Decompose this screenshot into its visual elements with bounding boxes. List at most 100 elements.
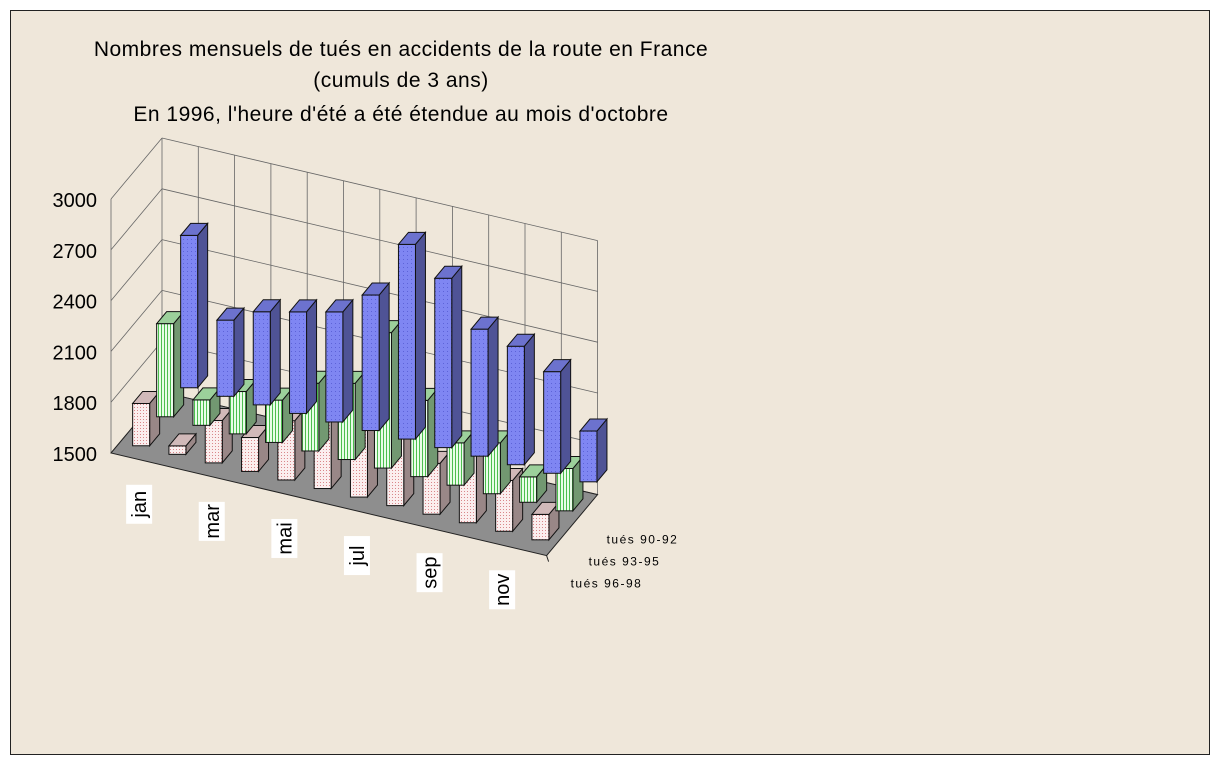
bar-side-face <box>451 264 463 450</box>
bar-s2-fev <box>167 432 198 456</box>
bar-front-face <box>579 430 598 483</box>
bar-front-face <box>204 420 223 464</box>
bar-s0-avr <box>288 298 318 415</box>
bar-s0-fev <box>215 306 246 398</box>
bar-front-face <box>289 311 308 414</box>
y-tick-label-1: 1800 <box>53 393 98 415</box>
y-tick-label-4: 2700 <box>53 241 98 263</box>
bar-top-face <box>252 299 282 313</box>
bar-s0-nov <box>542 358 572 475</box>
series-label-2: tués 96-98 <box>571 577 643 591</box>
bar-s2-jan <box>131 390 161 448</box>
bar-front-face <box>132 402 151 447</box>
x-tick-label-text: nov <box>492 574 514 606</box>
y-tick-label-5: 3000 <box>53 190 98 212</box>
x-tick-label-mar: mar <box>198 501 225 541</box>
bar-top-face <box>215 307 246 321</box>
x-tick-label-text: sep <box>420 557 442 589</box>
chart-title-line-3: En 1996, l'heure d'été a été étendue au … <box>133 103 669 126</box>
x-tick-label-bg <box>489 570 516 610</box>
bar-front-face <box>192 399 211 426</box>
floor-edge-tick <box>546 555 550 562</box>
bar-s0-jun <box>361 281 391 432</box>
bar-side-face <box>414 230 426 441</box>
x-tick-label-bg <box>343 536 370 576</box>
chart-title-line-1: Nombres mensuels de tués en accidents de… <box>93 38 709 61</box>
bar-top-face <box>469 316 500 330</box>
bar-front-face <box>397 243 416 440</box>
bar-side-face <box>523 332 535 467</box>
bar-front-face <box>325 311 344 423</box>
chart-plot: 1500 1800 2100 2400 2700 3000 jan mar mai jul sep n… <box>53 137 679 610</box>
bar-top-face <box>542 359 572 373</box>
bar-top-face <box>361 282 391 296</box>
bar-front-face <box>252 311 271 406</box>
x-tick-label-text: jan <box>129 491 151 519</box>
gridline-side-2 <box>110 290 163 352</box>
bar-front-face <box>434 277 453 449</box>
x-tick-label-bg <box>198 501 225 541</box>
bar-s0-oct <box>506 332 536 467</box>
bar-side-face <box>269 298 281 407</box>
bar-top-face <box>397 231 427 245</box>
bar-front-face <box>216 319 235 397</box>
bar-s0-dec <box>578 417 609 484</box>
series-label-1: tués 93-95 <box>589 555 661 569</box>
x-tick-label-jan: jan <box>126 484 153 524</box>
series-label-0: tués 90-92 <box>607 533 679 547</box>
bar-top-face <box>578 418 609 432</box>
x-tick-label-sep: sep <box>416 553 443 593</box>
x-tick-label-bg <box>126 484 153 524</box>
x-tick-label-text: mai <box>274 522 296 554</box>
x-tick-label-jul: jul <box>343 536 370 576</box>
y-tick-label-0: 1500 <box>53 444 98 466</box>
bar-front-face <box>506 345 525 466</box>
bar-top-face <box>288 299 318 313</box>
bar-front-face <box>470 328 489 457</box>
bar-front-face <box>446 442 465 486</box>
bar-front-face <box>361 294 380 432</box>
bar-side-face <box>233 306 245 398</box>
bar-s2-dec <box>530 501 561 542</box>
bar-top-face <box>167 433 198 447</box>
bar-front-face <box>228 391 247 435</box>
gridline-side-4 <box>110 188 163 251</box>
bar-side-face <box>487 315 499 458</box>
bar-front-face <box>265 399 284 443</box>
y-tick-label-3: 2400 <box>53 292 98 314</box>
bar-side-face <box>342 298 354 424</box>
bar-front-face <box>156 323 175 418</box>
x-tick-label-bg <box>416 553 443 593</box>
bar-s1-jan <box>155 310 185 419</box>
x-tick-label-text: mar <box>202 504 224 539</box>
bar-top-face <box>506 333 536 347</box>
gridline-side-1 <box>110 340 163 403</box>
bar-s0-jul <box>397 230 427 441</box>
bar-side-face <box>197 221 209 390</box>
bar-front-face <box>543 371 562 474</box>
bars-layer <box>131 221 609 542</box>
chart-title-line-2: (cumuls de 3 ans) <box>313 69 489 92</box>
bar-s1-nov <box>518 463 548 504</box>
y-tick-label-2: 2100 <box>53 342 98 364</box>
bar-front-face <box>168 445 187 455</box>
bar-top-face <box>324 299 354 313</box>
x-tick-label-bg <box>271 518 298 558</box>
bar-s0-aou <box>433 264 463 450</box>
bar-front-face <box>180 234 199 389</box>
bar-front-face <box>531 513 550 541</box>
bar-s0-sep <box>469 315 500 458</box>
bar-side-face <box>378 281 390 432</box>
x-tick-label-nov: nov <box>489 570 516 610</box>
gridline-side-5 <box>110 137 163 200</box>
bar-top-face <box>433 265 463 279</box>
x-tick-label-text: jul <box>347 546 369 567</box>
bar-s0-mai <box>324 298 354 424</box>
bar-s1-fev <box>191 386 222 427</box>
bar-front-face <box>519 476 538 503</box>
bar-side-face <box>560 358 572 475</box>
bar-front-face <box>241 437 260 472</box>
bar-front-face <box>555 467 574 512</box>
bar-s0-jan <box>179 221 209 390</box>
gridline-side-3 <box>110 239 163 301</box>
